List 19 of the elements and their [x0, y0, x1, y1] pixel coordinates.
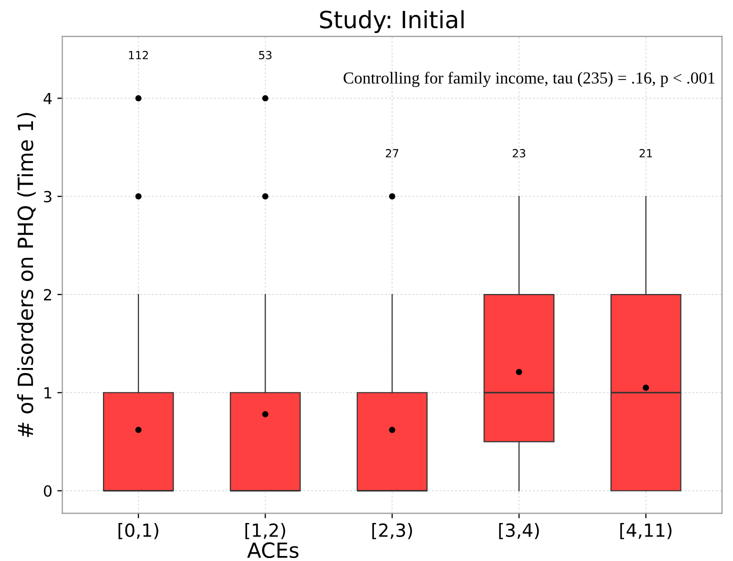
y-tick-label: 3: [44, 190, 52, 202]
y-axis-title: # of Disorders on PHQ (Time 1): [17, 112, 36, 437]
annotation: 27: [386, 149, 398, 158]
x-tick-label: [2,3): [372, 523, 412, 540]
y-tick-label: 0: [44, 485, 52, 497]
x-tick-label: [3,4): [499, 523, 539, 540]
annotation: 23: [512, 149, 526, 158]
y-tick-label: 2: [44, 288, 52, 300]
y-tick-label: 1: [44, 387, 52, 398]
annotation: 112: [129, 50, 148, 60]
x-axis-title: ACEs: [247, 542, 298, 558]
chart-title: Study: Initial: [320, 10, 464, 34]
x-tick-label: [4,11): [620, 523, 672, 540]
annotation: Controlling for family income, tau (235) = .16, p < .001: [344, 72, 714, 88]
annotation: 21: [640, 149, 652, 158]
x-tick-label: [1,2): [245, 523, 286, 540]
x-tick-label: [0,1): [118, 523, 158, 540]
y-tick-label: 4: [44, 92, 52, 104]
annotation: 53: [259, 50, 272, 60]
